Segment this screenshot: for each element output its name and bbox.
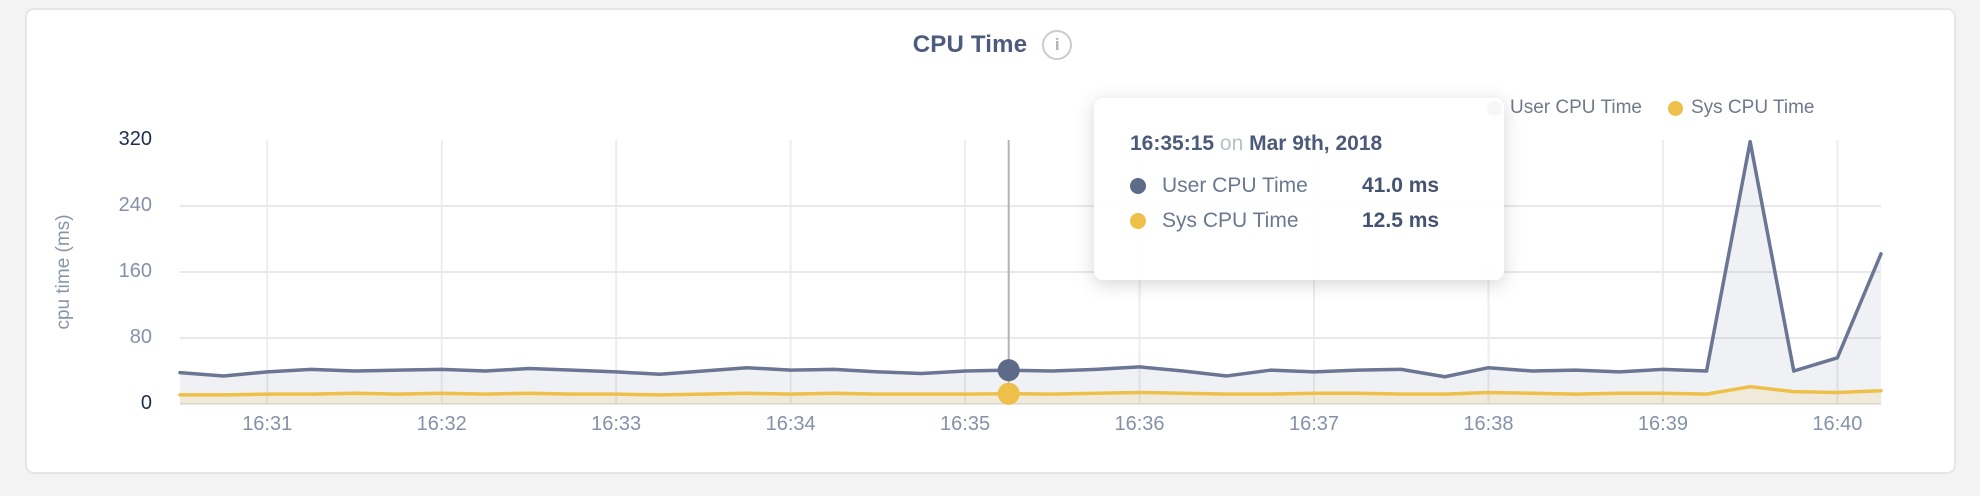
x-tick-1631: 16:31 — [242, 413, 293, 435]
y-tick-160: 160 — [118, 260, 152, 282]
y-tick-80: 80 — [129, 326, 152, 348]
legend-item-user-cpu-time[interactable]: User CPU Time — [1487, 97, 1642, 119]
y-tick-240: 240 — [118, 194, 152, 216]
tooltip-time: 16:35:15 — [1130, 132, 1215, 155]
user-series-dot-icon — [1130, 177, 1146, 194]
y-tick-320: 320 — [118, 128, 152, 150]
chart-header: CPU Time i — [25, 30, 1960, 60]
tooltip-series-value: 41.0 ms — [1362, 173, 1440, 197]
tooltip-row-sys: Sys CPU Time 12.5 ms — [1130, 203, 1468, 238]
info-icon[interactable]: i — [1042, 30, 1073, 60]
chart-legend: User CPU Time Sys CPU Time — [1487, 97, 1815, 119]
y-tick-0: 0 — [140, 392, 152, 414]
x-tick-1638: 16:38 — [1463, 413, 1514, 435]
legend-label: Sys CPU Time — [1690, 97, 1815, 118]
tooltip-row-user: User CPU Time 41.0 ms — [1130, 168, 1468, 203]
legend-label: User CPU Time — [1510, 97, 1642, 118]
x-tick-1633: 16:33 — [591, 413, 642, 435]
tooltip-title: 16:35:15 on Mar 9th, 2018 — [1130, 132, 1468, 156]
cpu-time-card — [25, 8, 1956, 474]
chart-title: CPU Time — [912, 31, 1028, 58]
tooltip-series-value: 12.5 ms — [1362, 208, 1440, 232]
hover-tooltip: 16:35:15 on Mar 9th, 2018 User CPU Time … — [1094, 98, 1504, 280]
tooltip-date: Mar 9th, 2018 — [1249, 132, 1383, 155]
tooltip-conjunction: on — [1219, 132, 1244, 155]
sys-series-dot-icon — [1667, 100, 1683, 116]
x-tick-1637: 16:37 — [1288, 413, 1340, 435]
tooltip-series-label: Sys CPU Time — [1162, 208, 1299, 232]
x-tick-1635: 16:35 — [940, 413, 991, 435]
x-tick-1640: 16:40 — [1812, 413, 1863, 435]
x-tick-1639: 16:39 — [1637, 413, 1688, 435]
x-tick-1636: 16:36 — [1114, 413, 1165, 435]
x-tick-1632: 16:32 — [416, 413, 467, 435]
tooltip-series-label: User CPU Time — [1162, 173, 1308, 197]
sys-series-dot-icon — [1130, 212, 1146, 229]
x-tick-1634: 16:34 — [765, 413, 816, 435]
legend-item-sys-cpu-time[interactable]: Sys CPU Time — [1667, 97, 1815, 119]
